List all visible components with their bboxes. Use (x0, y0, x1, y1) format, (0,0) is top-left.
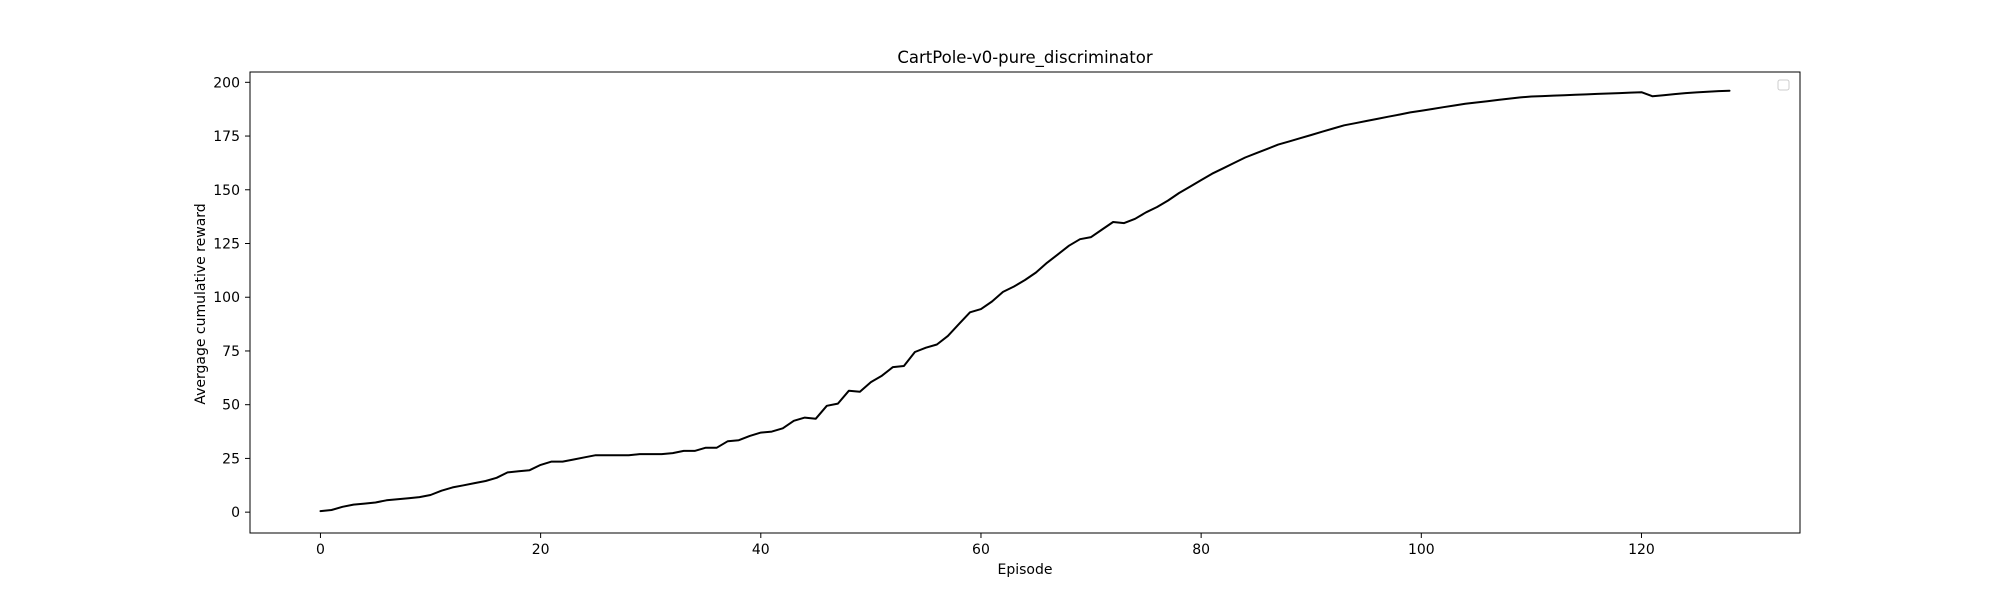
x-tick-label: 0 (316, 542, 325, 558)
y-tick-label: 25 (222, 451, 240, 467)
x-tick-label: 100 (1408, 542, 1435, 558)
x-tick-label: 60 (972, 542, 990, 558)
chart-title: CartPole-v0-pure_discriminator (897, 48, 1152, 68)
y-tick-label: 50 (222, 398, 240, 414)
y-axis-label: Avergage cumulative reward (193, 203, 209, 404)
x-tick-label: 40 (752, 542, 770, 558)
y-tick-label: 100 (213, 290, 240, 306)
y-tick-label: 150 (213, 183, 240, 199)
x-tick-label: 80 (1192, 542, 1210, 558)
plot-area: 0 20 40 60 80 100 120 0 25 50 75 100 125 150 175 200 (213, 75, 1731, 558)
y-tick-label: 75 (222, 344, 240, 360)
y-tick-label: 200 (213, 75, 240, 91)
y-tick-label: 0 (231, 505, 240, 521)
y-tick-label: 175 (213, 129, 240, 145)
y-tick-label: 125 (213, 237, 240, 253)
x-axis-label: Episode (998, 562, 1053, 578)
x-tick-label: 20 (532, 542, 550, 558)
legend-box (1777, 79, 1790, 91)
series-line (319, 89, 1731, 513)
plot-frame (249, 71, 1801, 534)
x-tick-label: 120 (1628, 542, 1655, 558)
legend (1777, 79, 1790, 91)
